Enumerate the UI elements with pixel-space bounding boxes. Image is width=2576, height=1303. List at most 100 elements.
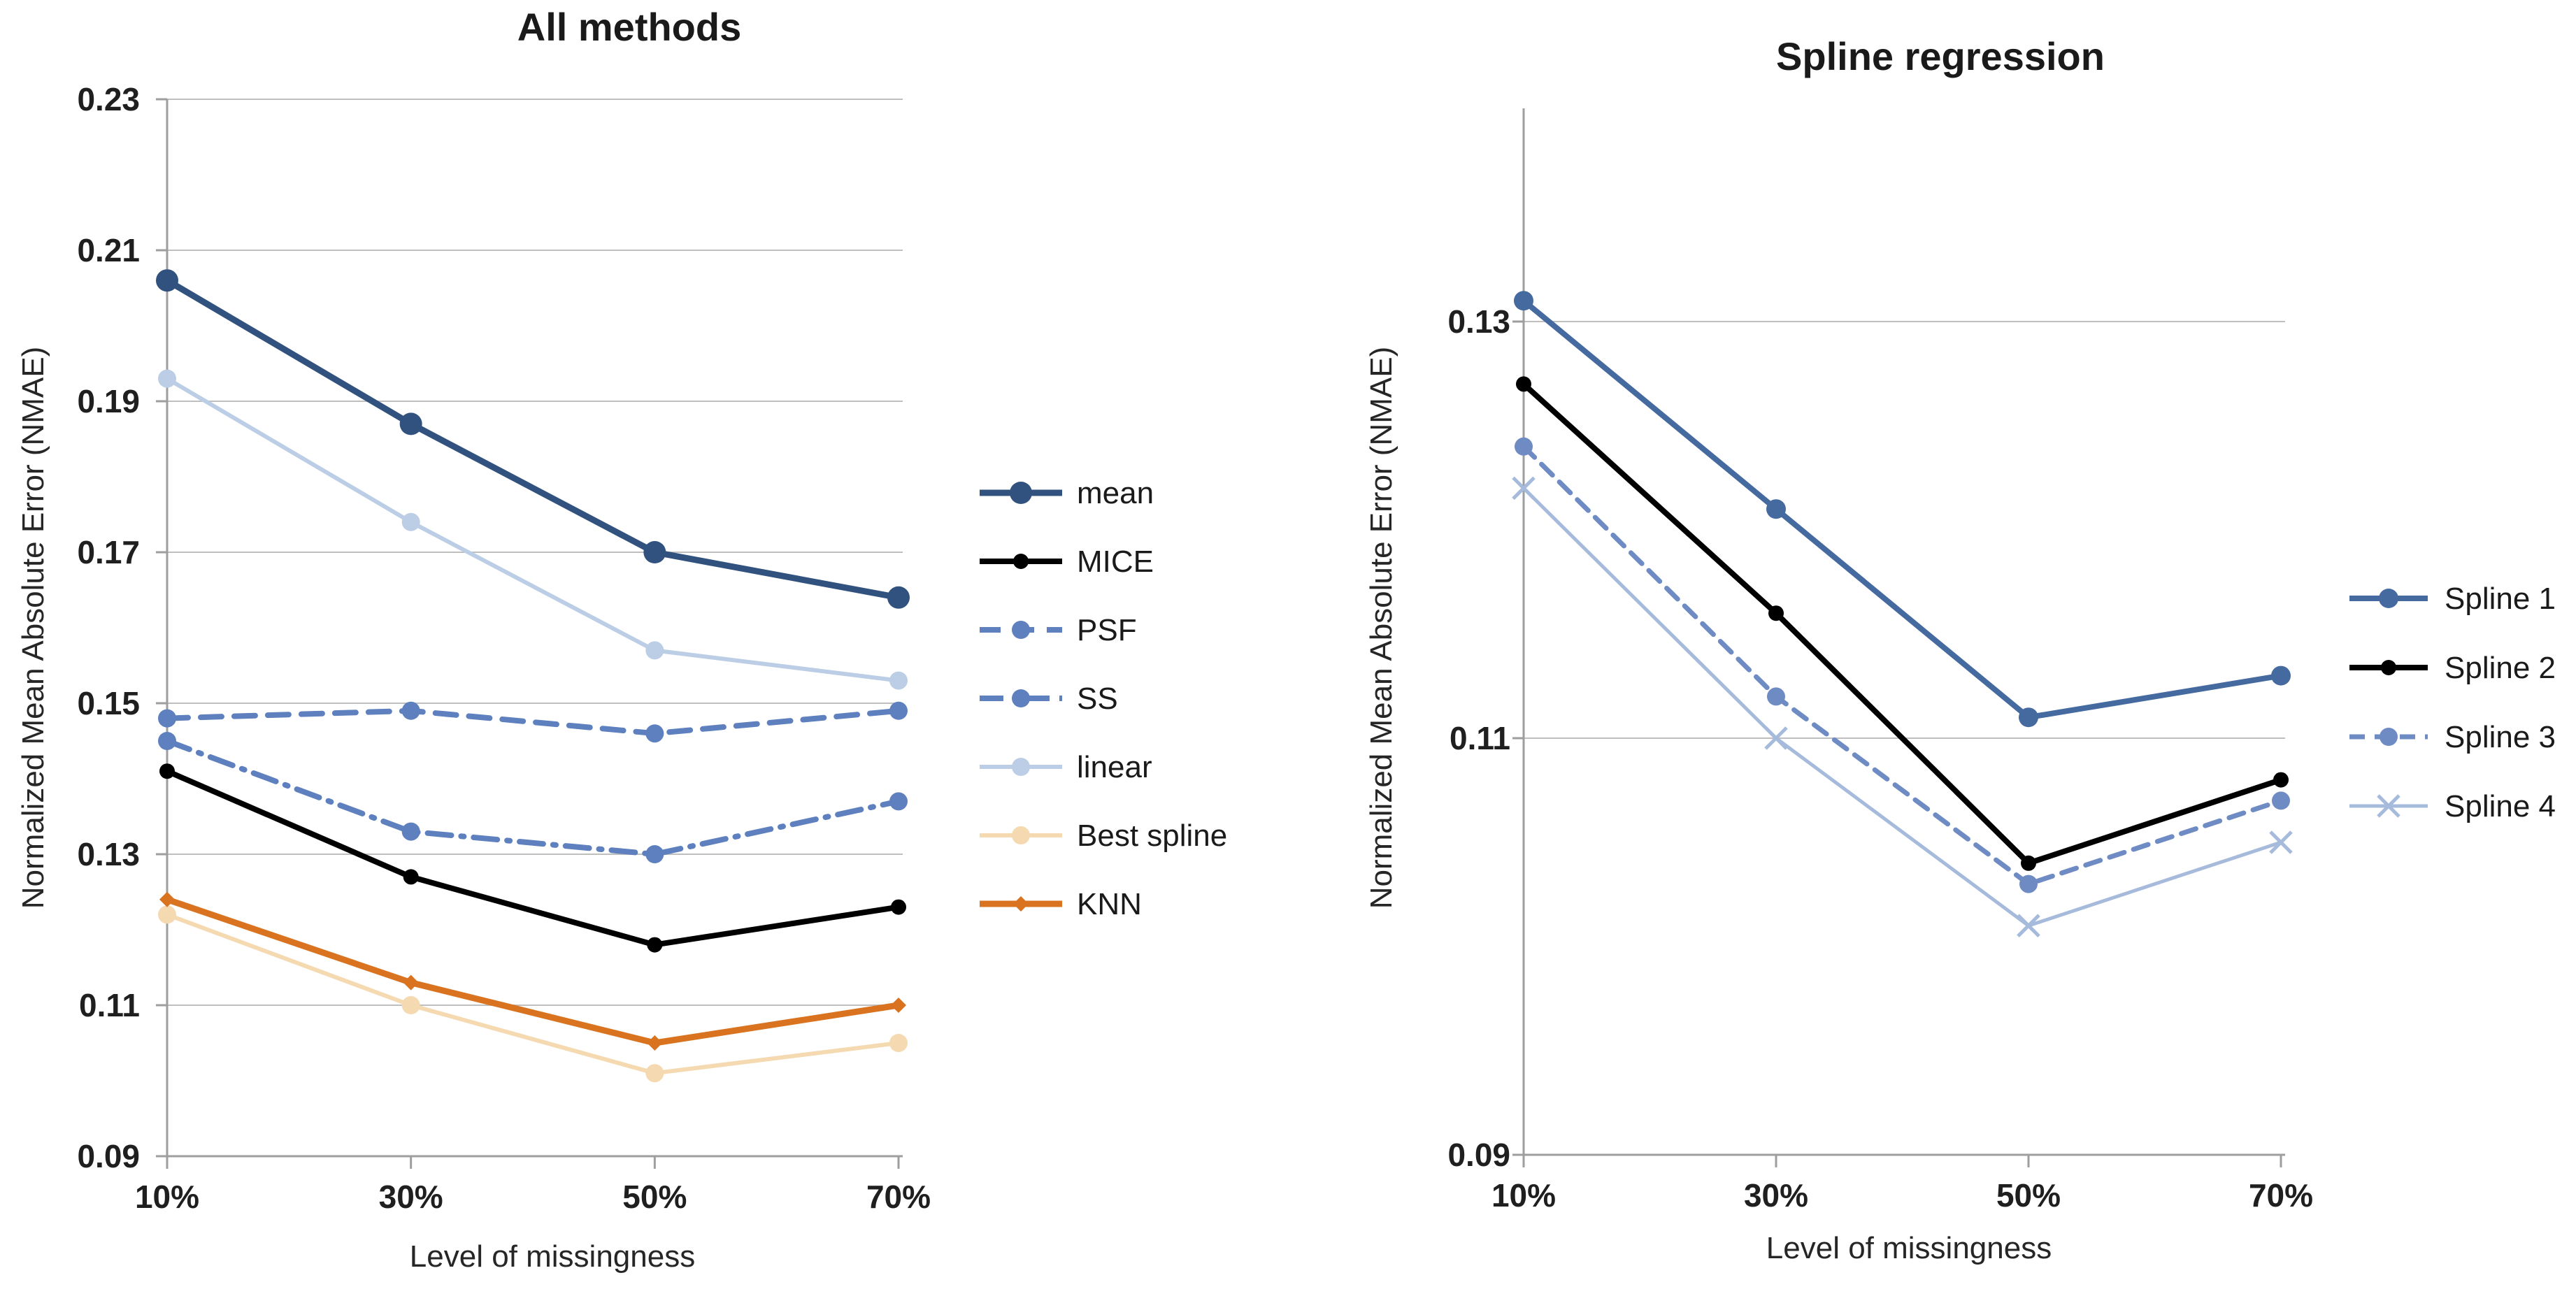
series-marker-psf: [889, 701, 908, 720]
series-spline-2: [1516, 376, 2289, 871]
series-marker-linear: [1012, 758, 1030, 776]
y-tick-label: 0.23: [77, 81, 140, 117]
legend-item-ss: SS: [980, 682, 1118, 716]
series-marker-mice: [159, 763, 175, 779]
series-marker-spline-2: [2381, 660, 2396, 675]
right-chart-title: Spline regression: [1776, 34, 2105, 78]
y-tick-label: 0.13: [1447, 303, 1510, 340]
series-marker-ss: [401, 822, 420, 841]
series-line-knn: [164, 896, 902, 1046]
x-tick-label: 50%: [1996, 1177, 2061, 1214]
series-marker-spline-3: [1515, 437, 1533, 456]
series-marker-spline-1: [1514, 291, 1533, 311]
series-line-ss: [164, 738, 901, 857]
y-tick-label: 0.09: [77, 1138, 140, 1174]
x-tick-label: 70%: [2249, 1177, 2313, 1214]
x-tick-label: 30%: [379, 1179, 443, 1215]
series-mean: [156, 269, 910, 609]
legend-item-spline-2: Spline 2: [2349, 651, 2556, 685]
series-marker-spline-1: [2379, 589, 2398, 608]
legend-label: PSF: [1077, 613, 1137, 647]
left-x-axis-title: Level of missingness: [410, 1239, 695, 1274]
series-spline-3: [1515, 437, 2290, 893]
series-marker-knn: [1013, 896, 1029, 912]
right-plot-area: 0.13 0.11 0.09 10% 30% 50% 70%: [1447, 108, 2313, 1214]
legend-label: MICE: [1077, 545, 1154, 579]
series-marker-psf: [158, 709, 176, 728]
legend-label: Best spline: [1077, 819, 1227, 853]
series-psf: [158, 701, 908, 743]
series-marker-spline-1: [2271, 665, 2291, 686]
x-tick-label: 10%: [1491, 1177, 1556, 1214]
series-line-linear: [165, 376, 901, 683]
legend-label: linear: [1077, 750, 1152, 784]
legend-label: Spline 2: [2445, 651, 2556, 685]
legend-item-spline-4: Spline 4: [2349, 789, 2556, 823]
series-marker-spline-2: [2273, 772, 2289, 788]
series-marker-linear: [889, 671, 908, 690]
x-tick-label: 50%: [622, 1179, 687, 1215]
x-tick-label: 30%: [1744, 1177, 1808, 1214]
series-marker-psf: [1012, 621, 1030, 639]
series-marker-best-spline: [889, 1034, 908, 1052]
series-marker-psf: [645, 724, 664, 743]
left-chart-title: All methods: [517, 5, 741, 49]
series-mice: [159, 763, 906, 953]
series-marker-spline-3: [2272, 791, 2290, 810]
legend-item-psf: PSF: [980, 613, 1137, 647]
series-marker-psf: [401, 701, 420, 720]
series-linear: [158, 369, 908, 690]
series-line-spline-3: [1521, 444, 2284, 887]
series-marker-spline-2: [2021, 855, 2036, 871]
series-marker-spline-3: [1767, 687, 1785, 706]
legend-item-mice: MICE: [980, 545, 1154, 579]
series-spline-4: [1512, 476, 2293, 937]
left-legend: mean MICE PSF SS linear Best spline KNN: [980, 476, 1227, 921]
legend-item-best-spline: Best spline: [980, 819, 1227, 853]
series-marker-mean: [1010, 482, 1032, 504]
legend-item-spline-3: Spline 3: [2349, 720, 2556, 754]
series-line-mice: [164, 768, 901, 948]
legend-item-mean: mean: [980, 476, 1154, 510]
series-ss: [158, 732, 908, 863]
legend-item-spline-1: Spline 1: [2349, 582, 2556, 616]
series-marker-knn: [403, 974, 419, 991]
series-marker-spline-4: [1512, 476, 1536, 501]
series-best-spline: [158, 905, 908, 1083]
series-marker-spline-1: [1766, 499, 1786, 519]
legend-label: Spline 1: [2445, 582, 2556, 616]
left-y-axis-title: Normalized Mean Absolute Error (NMAE): [16, 347, 50, 909]
series-knn: [159, 891, 906, 1051]
series-line-spline-2: [1521, 381, 2284, 866]
series-marker-spline-4: [2377, 794, 2400, 818]
y-tick-label: 0.17: [77, 534, 140, 570]
series-marker-spline-1: [2019, 707, 2038, 728]
series-line-psf: [164, 707, 901, 737]
right-x-axis-title: Level of missingness: [1766, 1231, 2052, 1265]
series-line-spline-1: [1521, 298, 2284, 721]
y-tick-label: 0.15: [77, 685, 140, 721]
series-line-spline-4: [1522, 486, 2283, 928]
right-y-axis-title: Normalized Mean Absolute Error (NMAE): [1364, 347, 1398, 909]
series-marker-spline-3: [2019, 874, 2038, 893]
y-tick-label: 0.19: [77, 383, 140, 419]
series-marker-best-spline: [158, 905, 176, 924]
legend-label: Spline 4: [2445, 789, 2556, 823]
series-marker-mice: [891, 899, 906, 915]
series-marker-mean: [887, 586, 910, 609]
series-marker-mean: [156, 269, 178, 292]
y-tick-label: 0.11: [1450, 720, 1510, 756]
series-spline-1: [1514, 291, 2291, 728]
series-marker-best-spline: [401, 996, 420, 1014]
series-marker-ss: [158, 732, 176, 750]
legend-label: SS: [1077, 682, 1118, 716]
series-marker-best-spline: [645, 1064, 664, 1083]
series-marker-spline-4: [1764, 726, 1788, 750]
series-marker-ss: [889, 792, 908, 811]
right-legend: Spline 1 Spline 2 Spline 3 Spline 4: [2349, 582, 2556, 823]
y-tick-label: 0.09: [1447, 1137, 1510, 1173]
series-marker-mean: [399, 412, 422, 435]
series-marker-best-spline: [1012, 826, 1030, 844]
x-tick-label: 10%: [135, 1179, 199, 1215]
